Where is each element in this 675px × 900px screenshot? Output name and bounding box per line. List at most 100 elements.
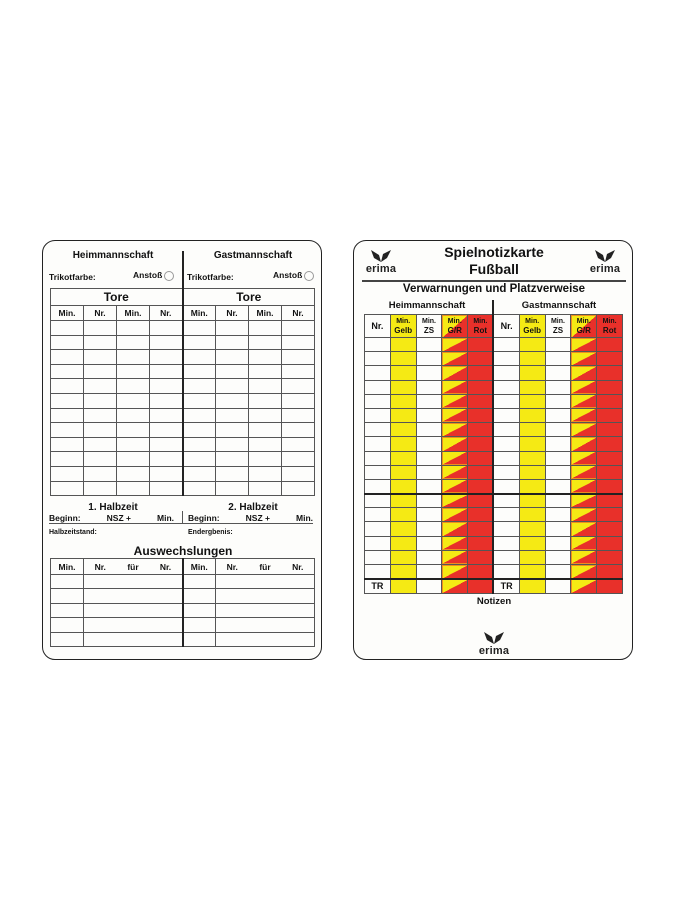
team-official-label[interactable]: TR <box>364 577 391 595</box>
goal-entry-cell[interactable] <box>181 465 216 482</box>
caution-entry-cell[interactable] <box>570 535 598 551</box>
caution-entry-cell[interactable] <box>570 492 598 509</box>
caution-entry-cell[interactable] <box>364 563 391 580</box>
caution-entry-cell[interactable] <box>596 422 623 438</box>
caution-entry-cell[interactable] <box>389 336 417 353</box>
caution-entry-cell[interactable] <box>389 464 417 480</box>
sub-players-cell[interactable] <box>83 588 183 604</box>
caution-entry-cell[interactable] <box>364 464 391 480</box>
caution-entry-cell[interactable] <box>441 563 469 580</box>
goal-entry-cell[interactable] <box>83 392 117 409</box>
caution-entry-cell[interactable] <box>570 577 598 595</box>
caution-entry-cell[interactable] <box>492 492 520 509</box>
goal-entry-cell[interactable] <box>116 363 150 380</box>
goal-entry-cell[interactable] <box>50 320 84 336</box>
goal-entry-cell[interactable] <box>181 363 216 380</box>
caution-entry-cell[interactable] <box>544 450 572 466</box>
sub-minute-cell[interactable] <box>181 631 216 647</box>
caution-entry-cell[interactable] <box>518 351 546 367</box>
caution-entry-cell[interactable] <box>544 478 572 495</box>
goal-entry-cell[interactable] <box>83 451 117 467</box>
caution-entry-cell[interactable] <box>415 492 443 509</box>
goal-entry-cell[interactable] <box>215 363 249 380</box>
caution-entry-cell[interactable] <box>544 563 572 580</box>
caution-entry-cell[interactable] <box>570 351 598 367</box>
goal-entry-cell[interactable] <box>181 436 216 453</box>
caution-entry-cell[interactable] <box>492 379 520 395</box>
sub-minute-cell[interactable] <box>181 602 216 619</box>
caution-entry-cell[interactable] <box>389 535 417 551</box>
goal-entry-cell[interactable] <box>215 465 249 482</box>
goal-entry-cell[interactable] <box>181 378 216 394</box>
caution-entry-cell[interactable] <box>518 436 546 452</box>
caution-entry-cell[interactable] <box>596 535 623 551</box>
caution-entry-cell[interactable] <box>544 535 572 551</box>
goal-entry-cell[interactable] <box>215 422 249 438</box>
caution-entry-cell[interactable] <box>518 521 546 537</box>
caution-entry-cell[interactable] <box>441 535 469 551</box>
goal-entry-cell[interactable] <box>50 378 84 394</box>
caution-entry-cell[interactable] <box>518 549 546 566</box>
home-kickoff-checkbox[interactable] <box>164 270 175 281</box>
caution-entry-cell[interactable] <box>570 478 598 495</box>
sub-players-cell[interactable] <box>83 617 183 633</box>
caution-entry-cell[interactable] <box>518 450 546 466</box>
caution-entry-cell[interactable] <box>415 351 443 367</box>
goal-entry-cell[interactable] <box>83 480 117 497</box>
caution-entry-cell[interactable] <box>389 436 417 452</box>
caution-entry-cell[interactable] <box>492 450 520 466</box>
caution-entry-cell[interactable] <box>570 464 598 480</box>
goal-entry-cell[interactable] <box>116 349 150 365</box>
caution-entry-cell[interactable] <box>441 436 469 452</box>
sub-players-cell[interactable] <box>215 573 315 590</box>
caution-entry-cell[interactable] <box>596 365 623 381</box>
caution-entry-cell[interactable] <box>467 492 494 509</box>
sub-players-cell[interactable] <box>83 631 183 647</box>
goal-entry-cell[interactable] <box>50 349 84 365</box>
caution-entry-cell[interactable] <box>389 521 417 537</box>
caution-entry-cell[interactable] <box>364 450 391 466</box>
caution-entry-cell[interactable] <box>467 436 494 452</box>
caution-entry-cell[interactable] <box>364 351 391 367</box>
goal-entry-cell[interactable] <box>248 392 282 409</box>
caution-entry-cell[interactable] <box>364 492 391 509</box>
goal-entry-cell[interactable] <box>149 422 183 438</box>
goal-entry-cell[interactable] <box>281 451 315 467</box>
caution-entry-cell[interactable] <box>518 577 546 595</box>
caution-entry-cell[interactable] <box>467 365 494 381</box>
goal-entry-cell[interactable] <box>83 363 117 380</box>
caution-entry-cell[interactable] <box>467 507 494 523</box>
goal-entry-cell[interactable] <box>149 451 183 467</box>
caution-entry-cell[interactable] <box>389 379 417 395</box>
caution-entry-cell[interactable] <box>415 379 443 395</box>
goal-entry-cell[interactable] <box>50 451 84 467</box>
caution-entry-cell[interactable] <box>364 549 391 566</box>
caution-entry-cell[interactable] <box>492 351 520 367</box>
goal-entry-cell[interactable] <box>248 451 282 467</box>
caution-entry-cell[interactable] <box>570 407 598 424</box>
caution-entry-cell[interactable] <box>596 393 623 409</box>
caution-entry-cell[interactable] <box>544 379 572 395</box>
sub-minute-cell[interactable] <box>181 588 216 604</box>
goal-entry-cell[interactable] <box>281 334 315 351</box>
caution-entry-cell[interactable] <box>415 365 443 381</box>
caution-entry-cell[interactable] <box>441 336 469 353</box>
goal-entry-cell[interactable] <box>248 363 282 380</box>
caution-entry-cell[interactable] <box>518 379 546 395</box>
caution-entry-cell[interactable] <box>467 563 494 580</box>
caution-entry-cell[interactable] <box>518 563 546 580</box>
caution-entry-cell[interactable] <box>364 365 391 381</box>
caution-entry-cell[interactable] <box>544 577 572 595</box>
goal-entry-cell[interactable] <box>149 334 183 351</box>
caution-entry-cell[interactable] <box>596 336 623 353</box>
goal-entry-cell[interactable] <box>248 422 282 438</box>
caution-entry-cell[interactable] <box>596 436 623 452</box>
caution-entry-cell[interactable] <box>364 521 391 537</box>
sub-minute-cell[interactable] <box>181 573 216 590</box>
goal-entry-cell[interactable] <box>181 334 216 351</box>
goal-entry-cell[interactable] <box>50 363 84 380</box>
caution-entry-cell[interactable] <box>467 351 494 367</box>
goal-entry-cell[interactable] <box>281 465 315 482</box>
caution-entry-cell[interactable] <box>415 336 443 353</box>
goal-entry-cell[interactable] <box>149 392 183 409</box>
